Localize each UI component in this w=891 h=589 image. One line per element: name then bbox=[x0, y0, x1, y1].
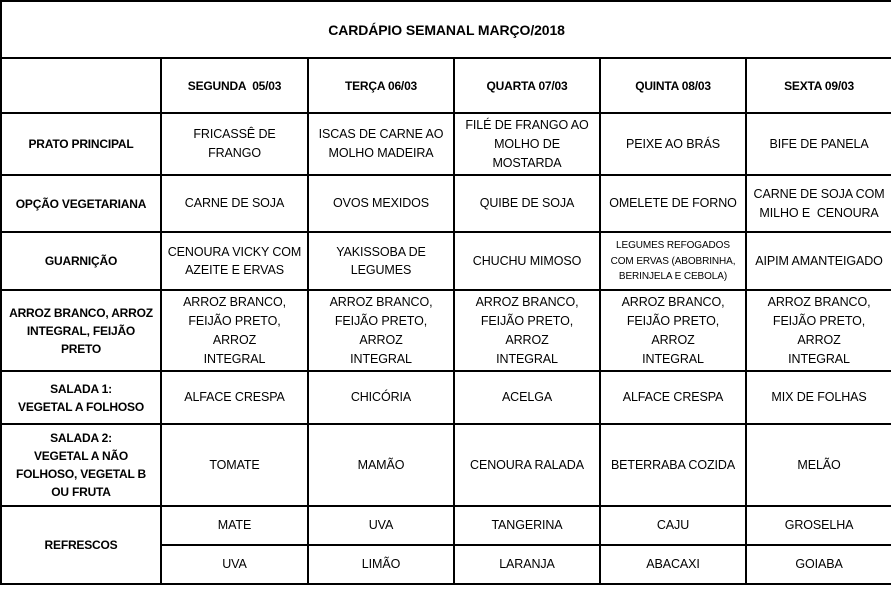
cell-prato-terca: ISCAS DE CARNE AO MOLHO MADEIRA bbox=[307, 111, 455, 177]
cell-refresco1-sexta: GROSELHA bbox=[744, 505, 891, 547]
cell-vegetariana-quinta: OMELETE DE FORNO bbox=[599, 174, 747, 234]
cell-salada2-sexta: MELÃO bbox=[744, 423, 891, 508]
cell-salada1-sexta: MIX DE FOLHAS bbox=[744, 370, 891, 426]
cell-salada1-quarta: ACELGA bbox=[453, 370, 601, 426]
row-label-refrescos: REFRESCOS bbox=[0, 505, 162, 586]
row-arroz-feijao: ARROZ BRANCO, ARROZ INTEGRAL, FEIJÃO PRE… bbox=[0, 289, 891, 373]
page-title: CARDÁPIO SEMANAL MARÇO/2018 bbox=[0, 0, 891, 59]
row-label-salada-1: SALADA 1: VEGETAL A FOLHOSO bbox=[0, 370, 162, 426]
cell-salada1-segunda: ALFACE CRESPA bbox=[160, 370, 309, 426]
cell-salada1-quinta: ALFACE CRESPA bbox=[599, 370, 747, 426]
day-header-terca: TERÇA 06/03 bbox=[307, 57, 455, 114]
day-header-quarta: QUARTA 07/03 bbox=[453, 57, 601, 114]
cell-salada2-segunda: TOMATE bbox=[160, 423, 309, 508]
cell-prato-quarta: FILÉ DE FRANGO AO MOLHO DE MOSTARDA bbox=[453, 111, 601, 177]
cell-vegetariana-quarta: QUIBE DE SOJA bbox=[453, 174, 601, 234]
cell-arroz-segunda: ARROZ BRANCO, FEIJÃO PRETO, ARROZ INTEGR… bbox=[160, 289, 309, 373]
cell-refresco2-sexta: GOIABA bbox=[744, 544, 891, 586]
cell-salada1-terca: CHICÓRIA bbox=[307, 370, 455, 426]
row-guarnicao: GUARNIÇÃO CENOURA VICKY COM AZEITE E ERV… bbox=[0, 231, 891, 292]
cell-refresco1-quinta: CAJU bbox=[599, 505, 747, 547]
cell-prato-segunda: FRICASSÊ DE FRANGO bbox=[160, 111, 309, 177]
cell-salada2-quinta: BETERRABA COZIDA bbox=[599, 423, 747, 508]
cell-refresco2-quinta: ABACAXI bbox=[599, 544, 747, 586]
header-row: SEGUNDA 05/03 TERÇA 06/03 QUARTA 07/03 Q… bbox=[0, 57, 891, 114]
row-label-guarnicao: GUARNIÇÃO bbox=[0, 231, 162, 292]
cell-salada2-quarta: CENOURA RALADA bbox=[453, 423, 601, 508]
cell-refresco1-terca: UVA bbox=[307, 505, 455, 547]
cell-guarnicao-quarta: CHUCHU MIMOSO bbox=[453, 231, 601, 292]
cell-refresco1-segunda: MATE bbox=[160, 505, 309, 547]
cell-vegetariana-terca: OVOS MEXIDOS bbox=[307, 174, 455, 234]
cell-guarnicao-quinta: LEGUMES REFOGADOS COM ERVAS (ABOBRINHA, … bbox=[599, 231, 747, 292]
cell-prato-quinta: PEIXE AO BRÁS bbox=[599, 111, 747, 177]
row-salada-2: SALADA 2: VEGETAL A NÃO FOLHOSO, VEGETAL… bbox=[0, 423, 891, 508]
cell-refresco2-terca: LIMÃO bbox=[307, 544, 455, 586]
day-header-quinta: QUINTA 08/03 bbox=[599, 57, 747, 114]
cell-prato-sexta: BIFE DE PANELA bbox=[744, 111, 891, 177]
cell-refresco2-quarta: LARANJA bbox=[453, 544, 601, 586]
cell-salada2-terca: MAMÃO bbox=[307, 423, 455, 508]
cell-guarnicao-segunda: CENOURA VICKY COM AZEITE E ERVAS bbox=[160, 231, 309, 292]
cell-refresco1-quarta: TANGERINA bbox=[453, 505, 601, 547]
cell-guarnicao-sexta: AIPIM AMANTEIGADO bbox=[744, 231, 891, 292]
row-refrescos-1: REFRESCOS MATE UVA TANGERINA CAJU GROSEL… bbox=[0, 505, 891, 586]
cell-arroz-terca: ARROZ BRANCO, FEIJÃO PRETO, ARROZ INTEGR… bbox=[307, 289, 455, 373]
title-row: CARDÁPIO SEMANAL MARÇO/2018 bbox=[0, 0, 891, 59]
row-label-arroz-feijao: ARROZ BRANCO, ARROZ INTEGRAL, FEIJÃO PRE… bbox=[0, 289, 162, 373]
cell-vegetariana-segunda: CARNE DE SOJA bbox=[160, 174, 309, 234]
row-label-salada-2: SALADA 2: VEGETAL A NÃO FOLHOSO, VEGETAL… bbox=[0, 423, 162, 508]
cell-arroz-quarta: ARROZ BRANCO, FEIJÃO PRETO, ARROZ INTEGR… bbox=[453, 289, 601, 373]
row-refrescos-2: UVA LIMÃO LARANJA ABACAXI GOIABA bbox=[1, 544, 891, 586]
day-header-sexta: SEXTA 09/03 bbox=[744, 57, 891, 114]
row-opcao-vegetariana: OPÇÃO VEGETARIANA CARNE DE SOJA OVOS MEX… bbox=[0, 174, 891, 234]
corner-cell bbox=[0, 57, 162, 114]
cell-arroz-sexta: ARROZ BRANCO, FEIJÃO PRETO, ARROZ INTEGR… bbox=[744, 289, 891, 373]
row-prato-principal: PRATO PRINCIPAL FRICASSÊ DE FRANGO ISCAS… bbox=[0, 111, 891, 177]
day-header-segunda: SEGUNDA 05/03 bbox=[160, 57, 309, 114]
row-salada-1: SALADA 1: VEGETAL A FOLHOSO ALFACE CRESP… bbox=[0, 370, 891, 426]
cell-guarnicao-terca: YAKISSOBA DE LEGUMES bbox=[307, 231, 455, 292]
cell-arroz-quinta: ARROZ BRANCO, FEIJÃO PRETO, ARROZ INTEGR… bbox=[599, 289, 747, 373]
cell-refresco2-segunda: UVA bbox=[160, 544, 309, 586]
row-label-prato-principal: PRATO PRINCIPAL bbox=[0, 111, 162, 177]
cell-vegetariana-sexta: CARNE DE SOJA COM MILHO E CENOURA bbox=[744, 174, 891, 234]
row-label-opcao-vegetariana: OPÇÃO VEGETARIANA bbox=[0, 174, 162, 234]
